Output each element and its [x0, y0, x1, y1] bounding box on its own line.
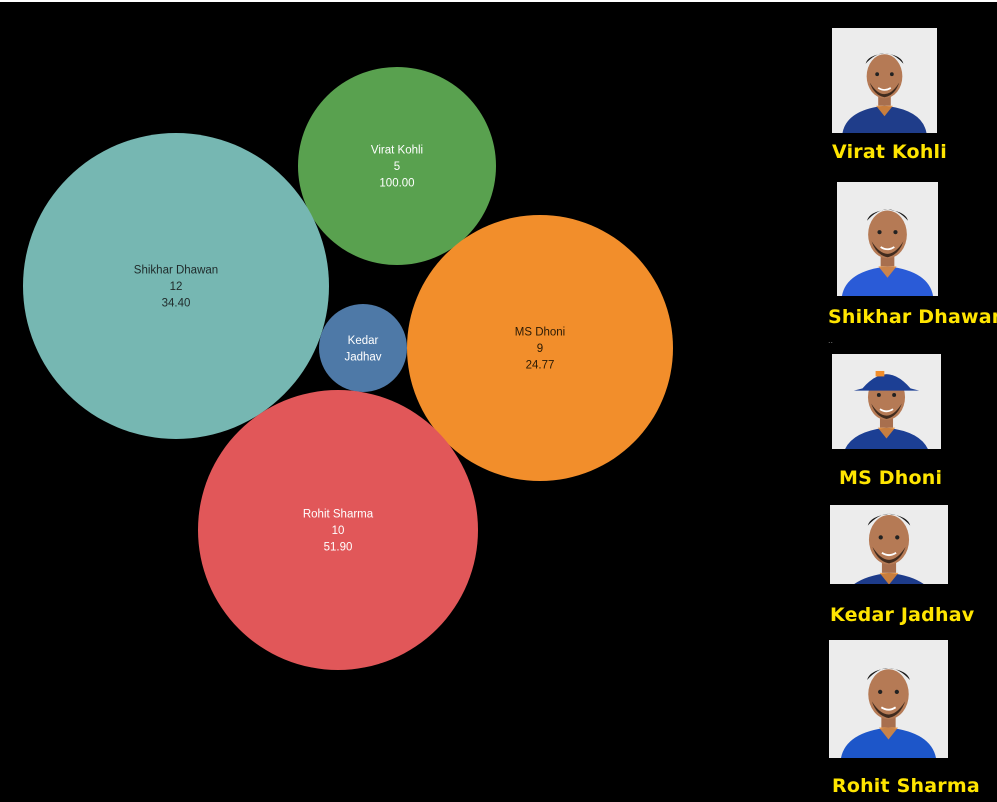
bubble-circle-virat-kohli[interactable] [298, 67, 496, 265]
bubble-circle-ms-dhoni[interactable] [407, 215, 673, 481]
portrait-icon [829, 640, 948, 758]
player-photo-virat-kohli [832, 28, 937, 133]
bubble-label-shikhar-dhawan-1: 12 [170, 281, 183, 293]
bubble-label-virat-kohli-2: 100.00 [379, 178, 414, 190]
bubble-virat-kohli[interactable]: Virat Kohli 5 100.00 [298, 67, 496, 265]
player-name-shikhar-dhawan: Shikhar Dhawan [828, 306, 997, 328]
bubble-label-ms-dhoni-1: 9 [537, 343, 543, 355]
separator-dots: .. [828, 335, 834, 345]
bubble-shikhar-dhawan[interactable]: Shikhar Dhawan 12 34.40 [23, 133, 329, 439]
bubble-circle-kedar-jadhav[interactable] [319, 304, 407, 392]
bubble-label-kedar-jadhav-1: Jadhav [344, 351, 381, 363]
portrait-icon [837, 182, 938, 296]
bubble-label-ms-dhoni-2: 24.77 [526, 360, 555, 372]
bubble-label-rohit-sharma-2: 51.90 [324, 542, 353, 554]
bubble-label-virat-kohli-0: Virat Kohli [371, 145, 423, 157]
bubble-chart: Virat Kohli 5 100.00 Shikhar Dhawan 12 34.40 K… [23, 67, 673, 670]
player-name-ms-dhoni: MS Dhoni [839, 467, 943, 489]
bubble-label-kedar-jadhav-0: Kedar [348, 335, 379, 347]
bubble-kedar-jadhav[interactable]: Kedar Jadhav [319, 304, 407, 392]
bubble-circle-rohit-sharma[interactable] [198, 390, 478, 670]
bubble-label-rohit-sharma-1: 10 [332, 525, 345, 537]
bubble-rohit-sharma[interactable]: Rohit Sharma 10 51.90 [198, 390, 478, 670]
portrait-icon [832, 28, 937, 133]
bubble-circle-shikhar-dhawan[interactable] [23, 133, 329, 439]
portrait-icon [830, 505, 948, 584]
player-photo-rohit-sharma [829, 640, 948, 758]
portrait-icon [832, 354, 941, 449]
player-photo-kedar-jadhav [830, 505, 948, 584]
bubble-label-shikhar-dhawan-2: 34.40 [162, 298, 191, 310]
player-photo-ms-dhoni [832, 354, 941, 449]
player-photo-shikhar-dhawan [837, 182, 938, 296]
player-name-virat-kohli: Virat Kohli [832, 141, 947, 163]
player-name-rohit-sharma: Rohit Sharma [832, 775, 980, 797]
bubble-ms-dhoni[interactable]: MS Dhoni 9 24.77 [407, 215, 673, 481]
bubble-label-shikhar-dhawan-0: Shikhar Dhawan [134, 265, 218, 277]
player-name-kedar-jadhav: Kedar Jadhav [830, 604, 975, 626]
bubble-label-rohit-sharma-0: Rohit Sharma [303, 509, 374, 521]
bubble-label-virat-kohli-1: 5 [394, 161, 400, 173]
top-border [0, 0, 997, 2]
bubble-label-ms-dhoni-0: MS Dhoni [515, 327, 566, 339]
